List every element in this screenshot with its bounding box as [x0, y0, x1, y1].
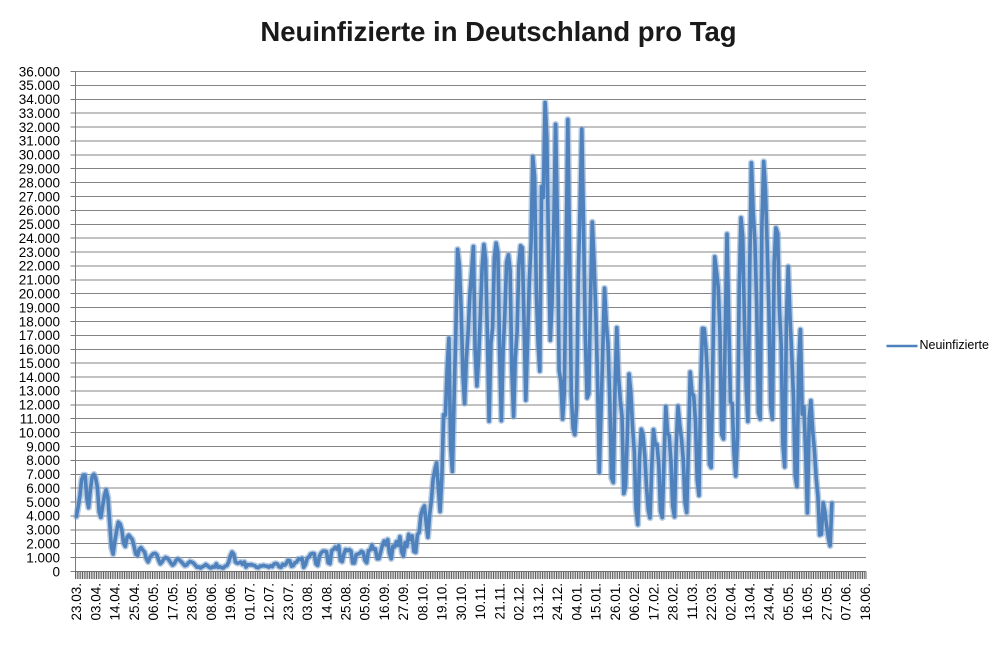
- svg-text:0: 0: [52, 564, 60, 579]
- svg-text:28.05.: 28.05.: [185, 583, 200, 621]
- svg-text:14.04.: 14.04.: [108, 583, 123, 621]
- svg-text:7.000: 7.000: [26, 467, 60, 482]
- svg-text:28.000: 28.000: [19, 175, 60, 190]
- svg-text:27.000: 27.000: [19, 189, 60, 204]
- svg-text:27.09.: 27.09.: [396, 583, 411, 621]
- svg-text:17.02.: 17.02.: [646, 583, 661, 621]
- svg-text:21.11.: 21.11.: [492, 583, 507, 620]
- svg-text:13.000: 13.000: [19, 384, 60, 399]
- svg-text:19.10.: 19.10.: [435, 583, 450, 621]
- svg-text:26.000: 26.000: [19, 203, 60, 218]
- svg-text:3.000: 3.000: [26, 523, 60, 538]
- svg-text:35.000: 35.000: [19, 78, 60, 93]
- svg-text:33.000: 33.000: [19, 106, 60, 121]
- svg-text:25.08.: 25.08.: [339, 583, 354, 621]
- svg-text:19.06.: 19.06.: [223, 583, 238, 621]
- svg-text:16.09.: 16.09.: [377, 583, 392, 621]
- svg-text:19.000: 19.000: [19, 300, 60, 315]
- svg-text:05.05.: 05.05.: [781, 583, 796, 621]
- svg-text:25.04.: 25.04.: [127, 583, 142, 621]
- svg-text:11.03.: 11.03.: [685, 583, 700, 620]
- svg-text:02.12.: 02.12.: [512, 583, 527, 621]
- svg-text:5.000: 5.000: [26, 495, 60, 510]
- svg-text:13.12.: 13.12.: [531, 583, 546, 621]
- svg-text:14.08.: 14.08.: [319, 583, 334, 621]
- svg-text:23.07.: 23.07.: [281, 583, 296, 621]
- svg-text:6.000: 6.000: [26, 481, 60, 496]
- svg-text:2.000: 2.000: [26, 537, 60, 552]
- svg-text:23.03.: 23.03.: [69, 583, 84, 621]
- svg-text:24.12.: 24.12.: [550, 583, 565, 621]
- svg-text:03.08.: 03.08.: [300, 583, 315, 621]
- svg-text:13.04.: 13.04.: [743, 583, 758, 621]
- svg-text:25.000: 25.000: [19, 217, 60, 232]
- svg-text:28.02.: 28.02.: [666, 583, 681, 621]
- svg-text:15.01.: 15.01.: [589, 583, 604, 621]
- svg-text:10.000: 10.000: [19, 425, 60, 440]
- svg-text:05.09.: 05.09.: [358, 583, 373, 621]
- svg-text:16.05.: 16.05.: [800, 583, 815, 621]
- svg-text:06.05.: 06.05.: [146, 583, 161, 621]
- svg-text:4.000: 4.000: [26, 509, 60, 524]
- svg-text:15.000: 15.000: [19, 356, 60, 371]
- svg-text:18.06.: 18.06.: [858, 583, 873, 621]
- svg-text:27.05.: 27.05.: [819, 583, 834, 621]
- svg-text:08.10.: 08.10.: [416, 583, 431, 621]
- svg-text:07.06.: 07.06.: [839, 583, 854, 621]
- svg-text:03.04.: 03.04.: [88, 583, 103, 621]
- svg-text:30.000: 30.000: [19, 148, 60, 163]
- svg-text:Neuinfizierte in Deutschland p: Neuinfizierte in Deutschland pro Tag: [260, 16, 736, 47]
- svg-text:24.04.: 24.04.: [762, 583, 777, 621]
- svg-text:18.000: 18.000: [19, 314, 60, 329]
- svg-text:17.000: 17.000: [19, 328, 60, 343]
- svg-text:22.000: 22.000: [19, 259, 60, 274]
- svg-text:24.000: 24.000: [19, 231, 60, 246]
- svg-text:10.11.: 10.11.: [473, 583, 488, 620]
- svg-text:20.000: 20.000: [19, 287, 60, 302]
- svg-text:12.000: 12.000: [19, 398, 60, 413]
- svg-text:1.000: 1.000: [26, 550, 60, 565]
- svg-text:22.03.: 22.03.: [704, 583, 719, 621]
- svg-text:12.07.: 12.07.: [262, 583, 277, 621]
- svg-text:29.000: 29.000: [19, 162, 60, 177]
- svg-text:02.04.: 02.04.: [723, 583, 738, 621]
- svg-text:23.000: 23.000: [19, 245, 60, 260]
- svg-text:9.000: 9.000: [26, 439, 60, 454]
- svg-text:14.000: 14.000: [19, 370, 60, 385]
- svg-text:8.000: 8.000: [26, 453, 60, 468]
- svg-text:Neuinfizierte: Neuinfizierte: [920, 338, 990, 352]
- svg-text:04.01.: 04.01.: [569, 583, 584, 621]
- svg-text:06.02.: 06.02.: [627, 583, 642, 621]
- svg-text:31.000: 31.000: [19, 134, 60, 149]
- svg-text:34.000: 34.000: [19, 92, 60, 107]
- svg-text:08.06.: 08.06.: [204, 583, 219, 621]
- svg-text:21.000: 21.000: [19, 273, 60, 288]
- svg-text:32.000: 32.000: [19, 120, 60, 135]
- svg-text:30.10.: 30.10.: [454, 583, 469, 621]
- svg-text:16.000: 16.000: [19, 342, 60, 357]
- svg-text:36.000: 36.000: [19, 64, 60, 79]
- svg-text:17.05.: 17.05.: [165, 583, 180, 621]
- svg-text:11.000: 11.000: [20, 412, 60, 427]
- svg-text:26.01.: 26.01.: [608, 583, 623, 621]
- svg-text:01.07.: 01.07.: [242, 583, 257, 621]
